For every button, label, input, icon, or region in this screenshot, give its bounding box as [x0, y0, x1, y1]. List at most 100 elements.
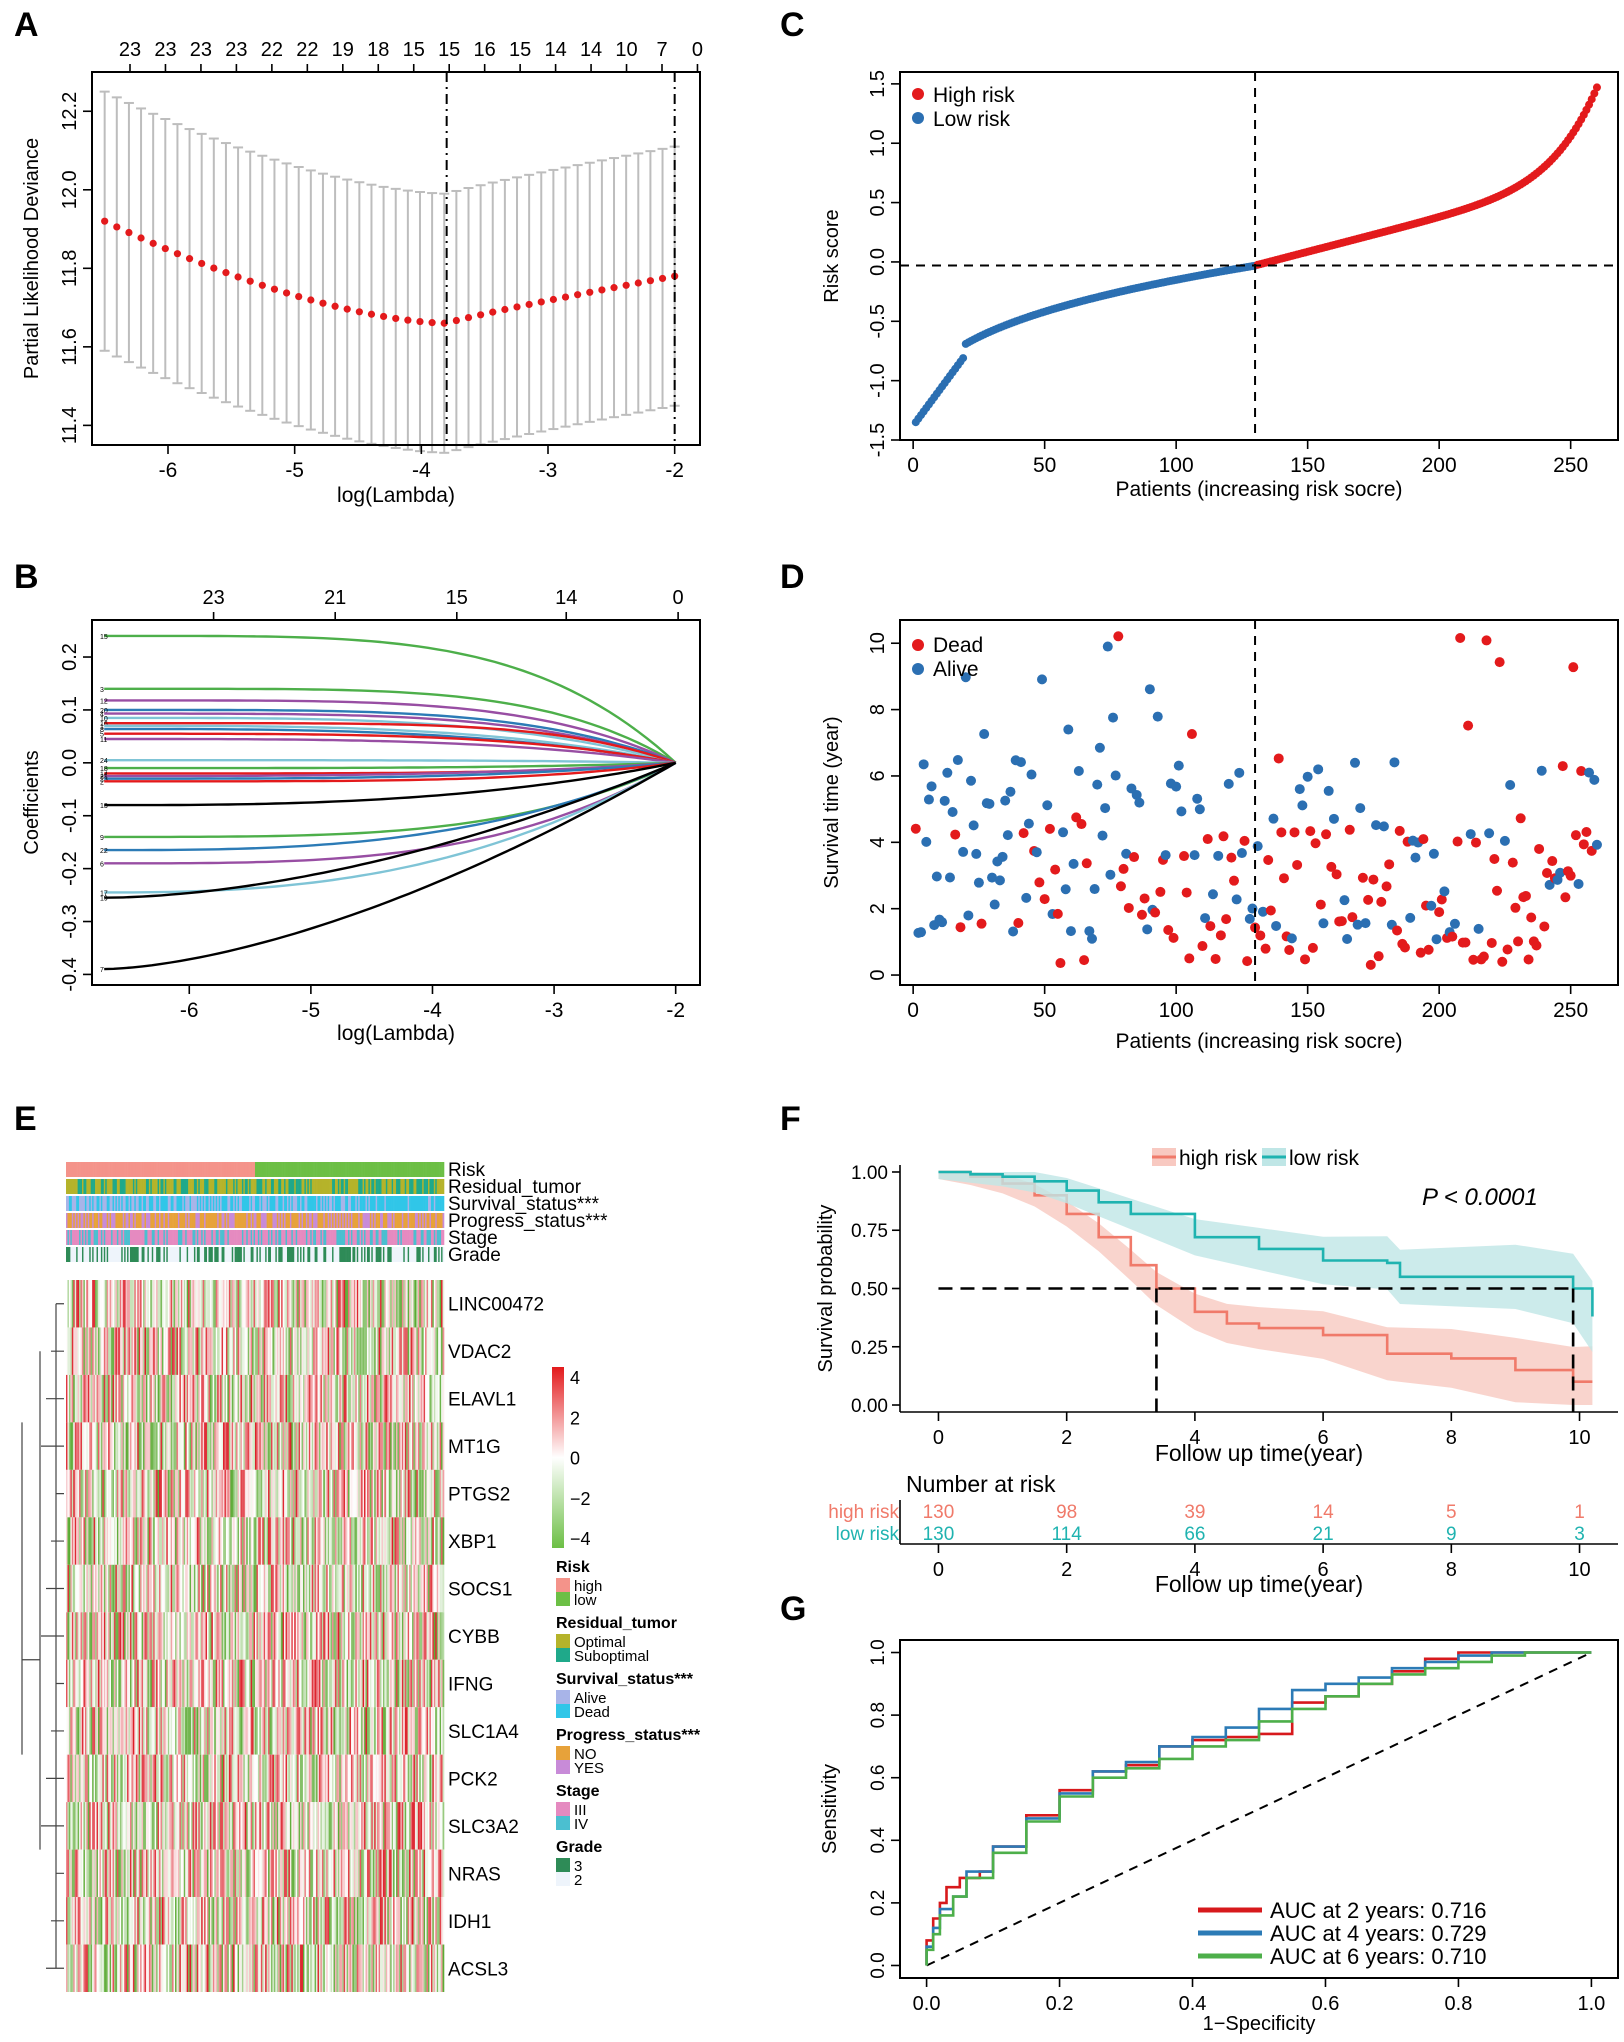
heatmap-cell: [420, 1469, 423, 1518]
y-tick-label: 11.4: [59, 407, 81, 444]
survival-point: [1042, 800, 1053, 811]
heatmap-cell: [122, 1422, 125, 1470]
heatmap-cell: [324, 1422, 327, 1470]
annotation-cell: [332, 1179, 334, 1194]
heatmap-cell: [426, 1374, 429, 1423]
heatmap-cell: [215, 1422, 218, 1470]
heatmap-cell: [192, 1564, 195, 1613]
annotation-cell: [291, 1196, 294, 1211]
annotation-cell: [249, 1230, 251, 1245]
survival-point: [1410, 852, 1421, 863]
annotation-cell: [227, 1247, 230, 1262]
heatmap-cell: [442, 1659, 445, 1708]
deviance-point: [634, 279, 642, 287]
annotation-cell: [278, 1213, 281, 1228]
annotation-cell: [204, 1213, 206, 1228]
annotation-cell: [318, 1162, 321, 1177]
heatmap-cell: [333, 1612, 336, 1660]
heatmap-cell: [215, 1469, 218, 1518]
heatmap-cell: [432, 1564, 435, 1613]
heatmap-cell: [285, 1327, 288, 1375]
heatmap-cell: [205, 1327, 208, 1375]
annotation-cell: [124, 1230, 126, 1245]
deviance-point: [586, 288, 594, 296]
annotation-cell: [185, 1213, 187, 1228]
heatmap-cell: [157, 1707, 160, 1755]
heatmap-cell: [183, 1659, 186, 1708]
heatmap-cell: [205, 1469, 208, 1518]
x-tick-label: 150: [1290, 454, 1325, 477]
annotation-cell: [145, 1196, 148, 1211]
heatmap-cell: [279, 1374, 282, 1423]
annotation-cell: [167, 1213, 170, 1228]
heatmap-cell: [204, 1564, 206, 1613]
x-tick-label: 50: [1033, 999, 1056, 1022]
heatmap-cell: [318, 1280, 321, 1328]
annotation-cell: [71, 1196, 74, 1211]
annotation-cell: [372, 1247, 375, 1262]
heatmap-cell: [332, 1564, 334, 1613]
annotation-cell: [441, 1179, 443, 1194]
heatmap-cell: [179, 1707, 182, 1755]
heatmap-cell: [223, 1659, 225, 1708]
heatmap-cell: [217, 1517, 219, 1565]
survival-point: [1294, 784, 1305, 795]
coef-label: 8: [100, 727, 104, 734]
top-tick-label: 15: [403, 39, 425, 61]
heatmap-cell: [87, 1469, 90, 1518]
heatmap-cell: [407, 1422, 410, 1470]
survival-point: [1018, 828, 1029, 839]
annotation-cell: [247, 1213, 250, 1228]
heatmap-cell: [121, 1422, 123, 1470]
annotation-cell: [170, 1162, 173, 1177]
annotation-cell: [68, 1162, 71, 1177]
heatmap-cell: [260, 1564, 263, 1613]
annotation-cell: [396, 1196, 398, 1211]
heatmap-cell: [324, 1517, 327, 1565]
heatmap-cell: [227, 1564, 230, 1613]
annotation-cell: [124, 1213, 126, 1228]
heatmap-cell: [193, 1564, 196, 1613]
heatmap-cell: [150, 1659, 153, 1708]
heatmap-cell: [257, 1374, 260, 1423]
deviance-point: [161, 244, 169, 253]
heatmap-cell: [73, 1707, 76, 1755]
survival-point: [1039, 894, 1050, 905]
heatmap-cell: [426, 1564, 429, 1613]
heatmap-cell: [227, 1612, 230, 1660]
heatmap-cell: [391, 1612, 394, 1660]
annotation-cell: [221, 1162, 224, 1177]
heatmap-cell: [316, 1659, 318, 1708]
heatmap-cell: [263, 1280, 266, 1328]
annotation-cell: [80, 1213, 83, 1228]
annotation-cell: [201, 1213, 203, 1228]
annotation-cell: [307, 1196, 310, 1211]
deviance-point: [113, 223, 121, 231]
heatmap-cell: [276, 1280, 279, 1328]
heatmap-cell: [116, 1564, 119, 1613]
heatmap-cell: [355, 1374, 358, 1423]
heatmap-cell: [234, 1469, 237, 1518]
annotation-cell: [400, 1179, 403, 1194]
annotation-cell: [233, 1162, 235, 1177]
survival-point: [1392, 925, 1403, 936]
heatmap-cell: [318, 1374, 321, 1423]
annotation-cell: [160, 1162, 163, 1177]
survival-point: [1510, 902, 1521, 913]
survival-point: [1523, 954, 1534, 965]
heatmap-cell: [281, 1469, 283, 1518]
annotation-cell: [209, 1213, 212, 1228]
heatmap-cell: [368, 1659, 371, 1708]
heatmap-cell: [118, 1374, 121, 1423]
heatmap-cell: [115, 1280, 118, 1328]
heatmap-cell: [161, 1327, 164, 1375]
heatmap-cell: [67, 1280, 70, 1328]
heatmap-cell: [255, 1374, 257, 1423]
annotation-cell: [391, 1230, 394, 1245]
heatmap-cell: [310, 1612, 312, 1660]
annotation-cell: [348, 1196, 350, 1211]
annotation-cell: [420, 1179, 423, 1194]
heatmap-cell: [70, 1612, 73, 1660]
heatmap-cell: [84, 1374, 87, 1423]
heatmap-cell: [84, 1469, 87, 1518]
